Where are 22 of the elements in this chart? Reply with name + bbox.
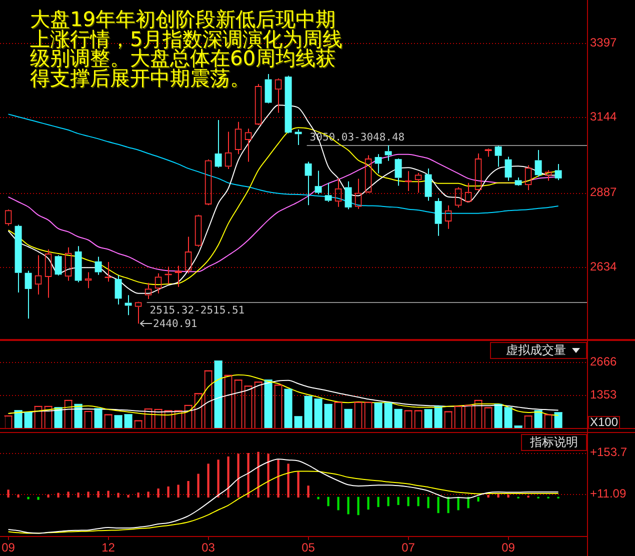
x-tick-label: 07 bbox=[402, 540, 416, 555]
button: 指标说明 bbox=[521, 434, 587, 451]
y-tick-label: 3397 bbox=[590, 36, 618, 50]
y-tick-label: 2634 bbox=[590, 259, 618, 274]
x-tick-label: 03 bbox=[202, 540, 216, 555]
y-tick-label: 2887 bbox=[590, 185, 618, 200]
y-tick-label: +153.7 bbox=[590, 445, 628, 460]
y-tick-label: 3144 bbox=[590, 110, 618, 124]
chart-title: 虚拟成交量 bbox=[506, 343, 566, 357]
y-tick-label: 1353 bbox=[590, 387, 618, 402]
ref-line-label: 2515.32-2515.51 bbox=[150, 304, 245, 316]
annotation: 2440.91 bbox=[153, 318, 198, 330]
dropdown: 虚拟成交量 bbox=[490, 342, 587, 359]
x-tick-label: 09 bbox=[502, 540, 516, 555]
y-tick-label: +11.09 bbox=[590, 486, 626, 500]
x-tick-label: 05 bbox=[302, 540, 316, 555]
y-tick-label: 2666 bbox=[590, 354, 618, 368]
y-axis-title: X100 bbox=[588, 415, 620, 429]
chart-title: 指标说明 bbox=[530, 435, 578, 449]
annotation: 大盘19年年初创阶段新低后现中期上涨行情，5月指数深调演化为周线级别调整。大盘总体在60周均线获得支撑后展开中期震荡。 bbox=[30, 7, 344, 90]
x-tick-label: 12 bbox=[102, 540, 116, 555]
x-tick-label: 09 bbox=[2, 540, 16, 555]
